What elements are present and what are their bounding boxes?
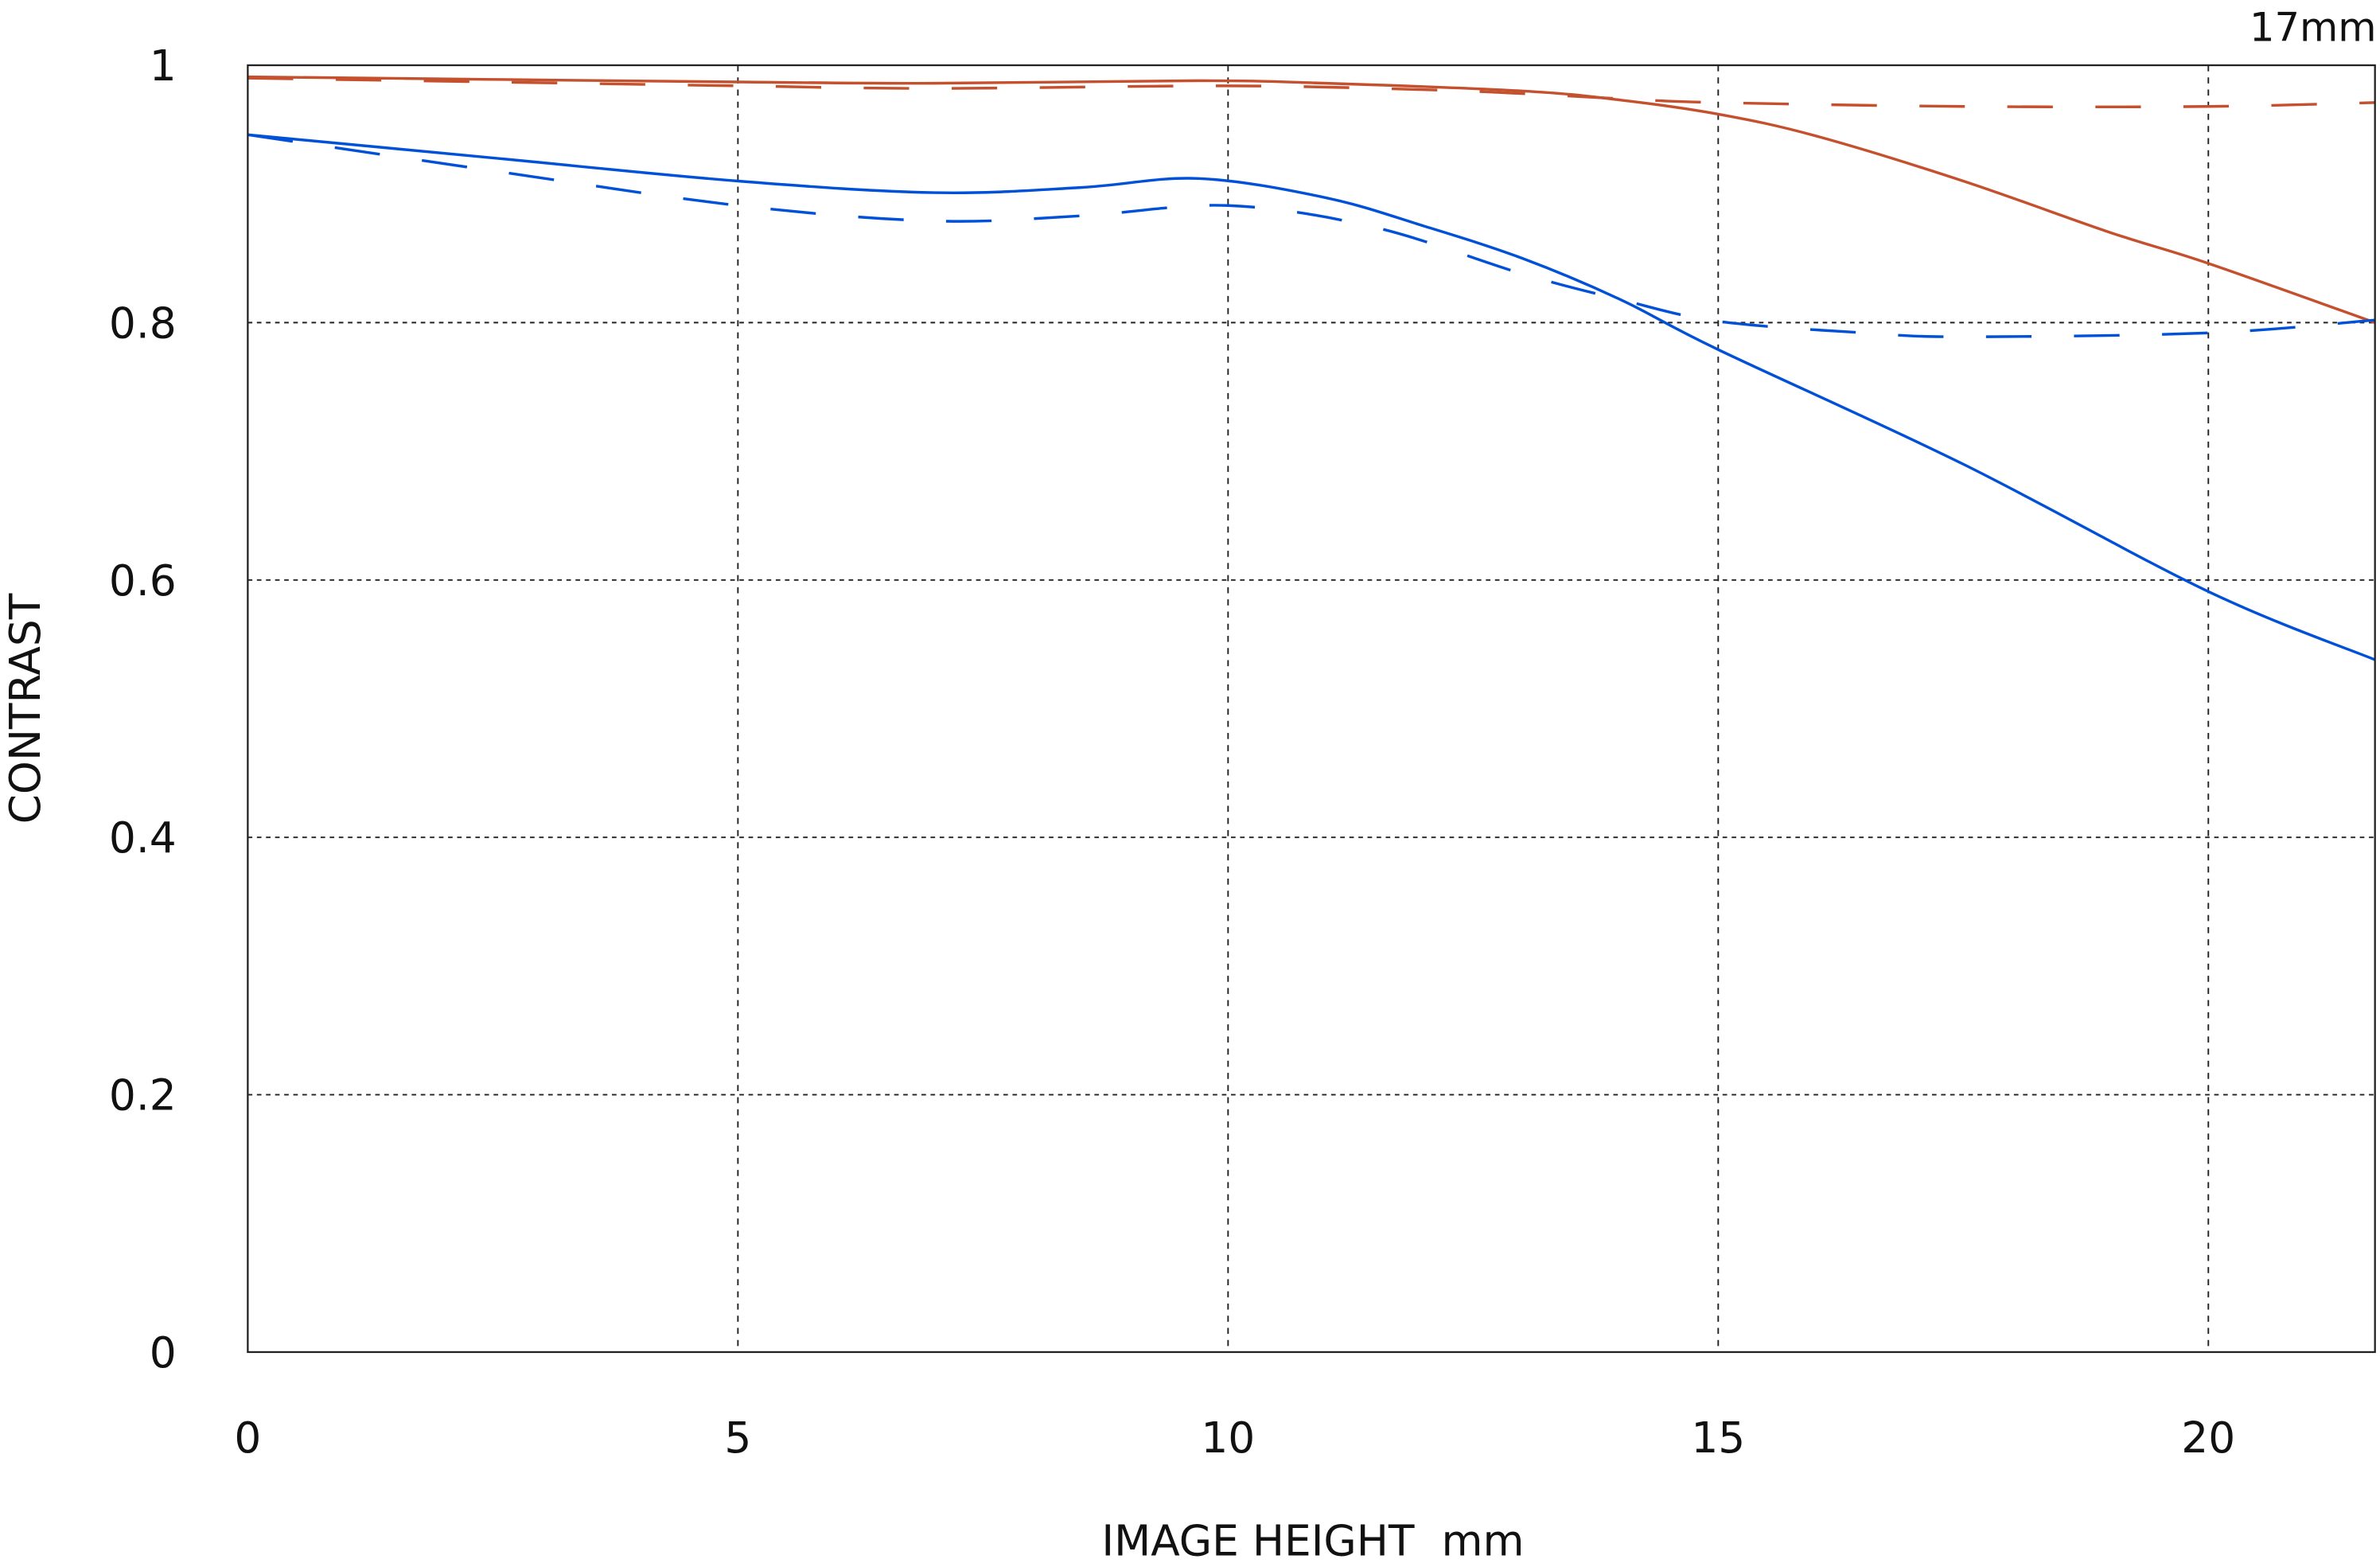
- series-lines: [247, 75, 2376, 661]
- series-line-0-solid: [247, 75, 2376, 325]
- grid: [247, 64, 2375, 1352]
- plot-frame: [247, 64, 2376, 1354]
- y-tick-label: 0.4: [109, 813, 177, 863]
- series-line-3-dashed: [247, 133, 2375, 338]
- x-axis-label: IMAGE HEIGHT mm: [1101, 1515, 1524, 1563]
- y-tick-label: 0.2: [109, 1070, 177, 1121]
- annotation-17mm: 17mm: [2250, 4, 2377, 50]
- y-tick-label: 0.8: [109, 298, 177, 348]
- x-tick-label: 5: [724, 1413, 751, 1463]
- x-tick-label: 20: [2181, 1413, 2235, 1463]
- tick-labels: 0 5 10 15 20 0 0.2 0.4 0.6 0.8 1: [109, 41, 2235, 1463]
- y-tick-label: 1: [150, 41, 177, 91]
- y-tick-label: 0: [150, 1327, 177, 1378]
- y-tick-label: 0.6: [109, 555, 177, 606]
- x-tick-label: 10: [1201, 1413, 1255, 1463]
- x-tick-label: 0: [234, 1413, 261, 1463]
- y-axis-label: CONTRAST: [0, 593, 50, 824]
- series-line-1-dashed: [247, 76, 2375, 109]
- x-tick-label: 15: [1691, 1413, 1745, 1463]
- series-line-2-solid: [247, 133, 2376, 661]
